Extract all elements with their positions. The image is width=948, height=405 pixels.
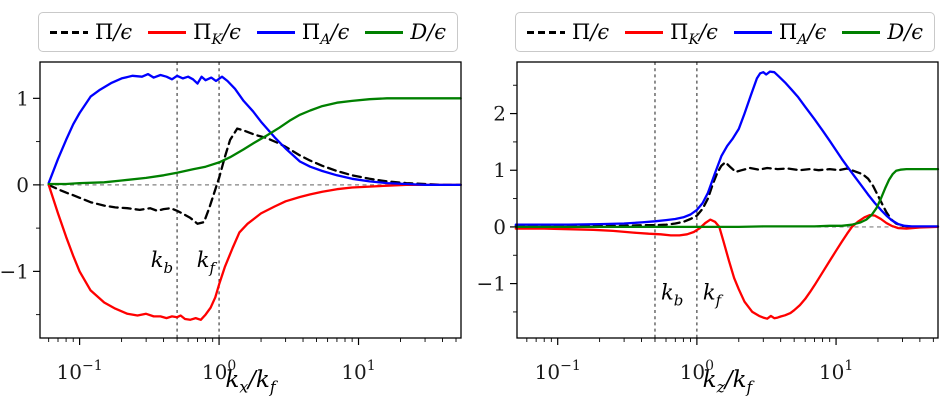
x-tick-label: 10−1 <box>57 358 103 384</box>
legend-line-d <box>842 30 881 34</box>
series-pi_a-curve <box>514 70 940 228</box>
legend-label-pi-a: ΠA/ϵ <box>778 19 827 48</box>
legend-label-d: D/ϵ <box>887 19 923 44</box>
legend-line-pi-k <box>148 30 187 34</box>
y-tick-label: 0 <box>493 215 506 239</box>
legend-item-pi-a: ΠA/ϵ <box>256 19 350 48</box>
x-axis-label-left: kx/kf <box>225 367 276 397</box>
vline-label-kb: kb <box>151 248 173 277</box>
x-axis-label-right: kz/kf <box>702 367 753 397</box>
legend-item-pi: Π/ϵ <box>527 19 610 44</box>
legend-line-pi <box>50 30 88 34</box>
vline-label-kb: kb <box>661 280 683 309</box>
legend-label-pi: Π/ϵ <box>95 19 133 44</box>
legend-item-pi: Π/ϵ <box>50 19 133 44</box>
legend-left: Π/ϵ ΠK/ϵ ΠA/ϵ D/ϵ <box>38 12 458 52</box>
legend-line-pi-k <box>625 30 664 34</box>
y-tick-label: 1 <box>493 158 506 182</box>
y-tick-label: 0 <box>16 173 29 197</box>
legend-label-d: D/ϵ <box>410 19 446 44</box>
legend-line-d <box>365 30 404 34</box>
vline-label-kf: kf <box>703 280 724 309</box>
axes-frame <box>39 61 462 339</box>
y-tick-label: 1 <box>16 86 29 110</box>
legend-item-d: D/ϵ <box>365 19 446 44</box>
legend-line-pi <box>527 30 565 34</box>
y-tick-label: 2 <box>493 102 506 126</box>
series-pi-curve <box>514 161 940 229</box>
series-d-curve <box>514 167 940 229</box>
legend-label-pi: Π/ϵ <box>572 19 610 44</box>
legend-label-pi-a: ΠA/ϵ <box>301 19 350 48</box>
series-pi_k-curve <box>514 213 940 320</box>
legend-item-pi-a: ΠA/ϵ <box>733 19 827 48</box>
y-tick-label: −1 <box>0 259 29 283</box>
legend-item-pi-k: ΠK/ϵ <box>625 19 718 48</box>
legend-line-pi-a <box>256 30 295 34</box>
legend-item-d: D/ϵ <box>842 19 923 44</box>
legend-line-pi-a <box>733 30 772 34</box>
legend-item-pi-k: ΠK/ϵ <box>148 19 241 48</box>
series-pi_a-curve <box>47 72 462 187</box>
series-pi-curve <box>47 127 462 225</box>
legend-label-pi-k: ΠK/ϵ <box>670 19 718 48</box>
axes-frame <box>516 61 939 339</box>
series-d-curve <box>47 97 462 186</box>
vline-label-kf: kf <box>197 248 218 277</box>
y-tick-label: −1 <box>477 272 506 296</box>
series-pi_k-curve <box>47 183 462 321</box>
legend-label-pi-k: ΠK/ϵ <box>193 19 241 48</box>
legend-right: Π/ϵ ΠK/ϵ ΠA/ϵ D/ϵ <box>515 12 935 52</box>
